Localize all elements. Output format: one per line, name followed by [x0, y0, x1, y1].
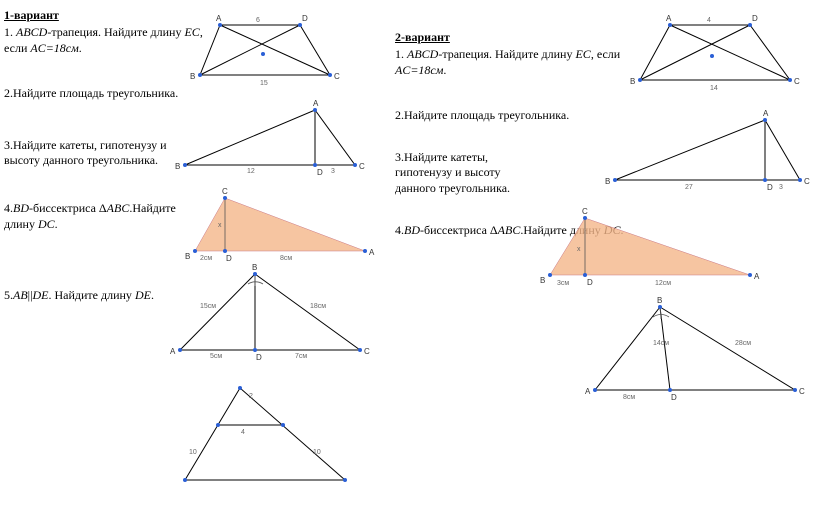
label-D: D: [302, 14, 308, 23]
problem-1-2: 2.Найдите площадь треугольника.: [4, 86, 204, 102]
label-4: 4: [241, 429, 245, 436]
label-5cm: 5см: [210, 353, 222, 360]
label-12: 12: [247, 168, 255, 175]
figure-right-triangle-2: C B A D 3см 12см x: [535, 203, 765, 292]
problem-2-3: 3.Найдите катеты, гипотенузу и высоту да…: [395, 150, 525, 197]
label-x: x: [577, 246, 581, 253]
label-B: B: [190, 72, 195, 81]
label-2cm: 2см: [200, 255, 212, 262]
label-x: x: [218, 222, 222, 229]
label-A: A: [763, 109, 769, 118]
problem-1-3: 3.Найдите катеты, гипотенузу и высоту да…: [4, 138, 204, 169]
problem-1-1: 1. ABCD-трапеция. Найдите длину EC, если…: [4, 25, 204, 56]
label-B: B: [175, 162, 180, 171]
label-D: D: [317, 168, 323, 177]
figure-triangle-1: A B C D 12 3: [175, 100, 375, 184]
label-10b: 10: [313, 449, 321, 456]
problem-2-2: 2.Найдите площадь треугольника.: [395, 108, 625, 124]
label-C: C: [334, 72, 340, 81]
label-A: A: [216, 14, 222, 23]
label-7cm: 7см: [295, 353, 307, 360]
label-C: C: [364, 347, 370, 356]
label-D: D: [256, 353, 262, 362]
label-C: C: [804, 177, 810, 186]
label-3: 3: [779, 184, 783, 191]
figure-trapezoid-2: A D B C 4 14: [630, 10, 810, 99]
figure-bisector-1: B A C D 15см 18см 5см 7см: [160, 262, 380, 366]
label-C: C: [799, 387, 805, 396]
label-B: B: [605, 177, 610, 186]
figure-triangle-2: A B C D 27 3: [605, 110, 815, 199]
label-bottom: 15: [260, 80, 268, 87]
variant-2-title: 2-вариант: [395, 30, 625, 45]
label-3: 3: [331, 168, 335, 175]
label-D: D: [671, 393, 677, 402]
label-B: B: [185, 252, 190, 261]
label-14cm: 14см: [653, 340, 669, 347]
label-27: 27: [685, 184, 693, 191]
label-bottom: 14: [710, 85, 718, 92]
label-D: D: [767, 183, 773, 192]
label-A: A: [585, 387, 591, 396]
label-12cm: 12см: [655, 280, 671, 287]
label-top: 6: [256, 17, 260, 24]
label-10a: 10: [189, 449, 197, 456]
label-A: A: [369, 248, 375, 257]
label-A: A: [313, 99, 319, 108]
label-B: B: [630, 77, 635, 86]
label-D: D: [587, 278, 593, 287]
label-C: C: [794, 77, 800, 86]
label-B: B: [252, 263, 257, 272]
label-A: A: [666, 14, 672, 23]
variant-1-title: 1-вариант: [4, 8, 204, 23]
label-B: B: [540, 276, 545, 285]
figure-bisector-2: B A C D 14см 28см 8см: [575, 295, 815, 409]
figure-right-triangle-1: C B A D 2см 8см x: [180, 183, 380, 265]
label-8cm: 8см: [623, 394, 635, 401]
label-15cm: 15см: [200, 303, 216, 310]
label-A: A: [170, 347, 176, 356]
label-8cm: 8см: [280, 255, 292, 262]
label-C: C: [582, 207, 588, 216]
label-18cm: 18см: [310, 303, 326, 310]
label-3cm: 3см: [557, 280, 569, 287]
figure-parallel-1: 2 4 10 10: [165, 380, 365, 494]
label-A: A: [754, 272, 760, 281]
label-2: 2: [249, 393, 253, 400]
label-C: C: [359, 162, 365, 171]
label-C: C: [222, 187, 228, 196]
problem-2-1: 1. ABCD-трапеция. Найдите длину EC, если…: [395, 47, 625, 78]
label-D: D: [752, 14, 758, 23]
figure-trapezoid-1: A D B C 6 15: [190, 10, 360, 94]
label-B: B: [657, 296, 662, 305]
problem-1-4: 4.BD-биссектриса ΔABC.Найдите длину DC.: [4, 201, 204, 232]
label-28cm: 28см: [735, 340, 751, 347]
label-top: 4: [707, 17, 711, 24]
